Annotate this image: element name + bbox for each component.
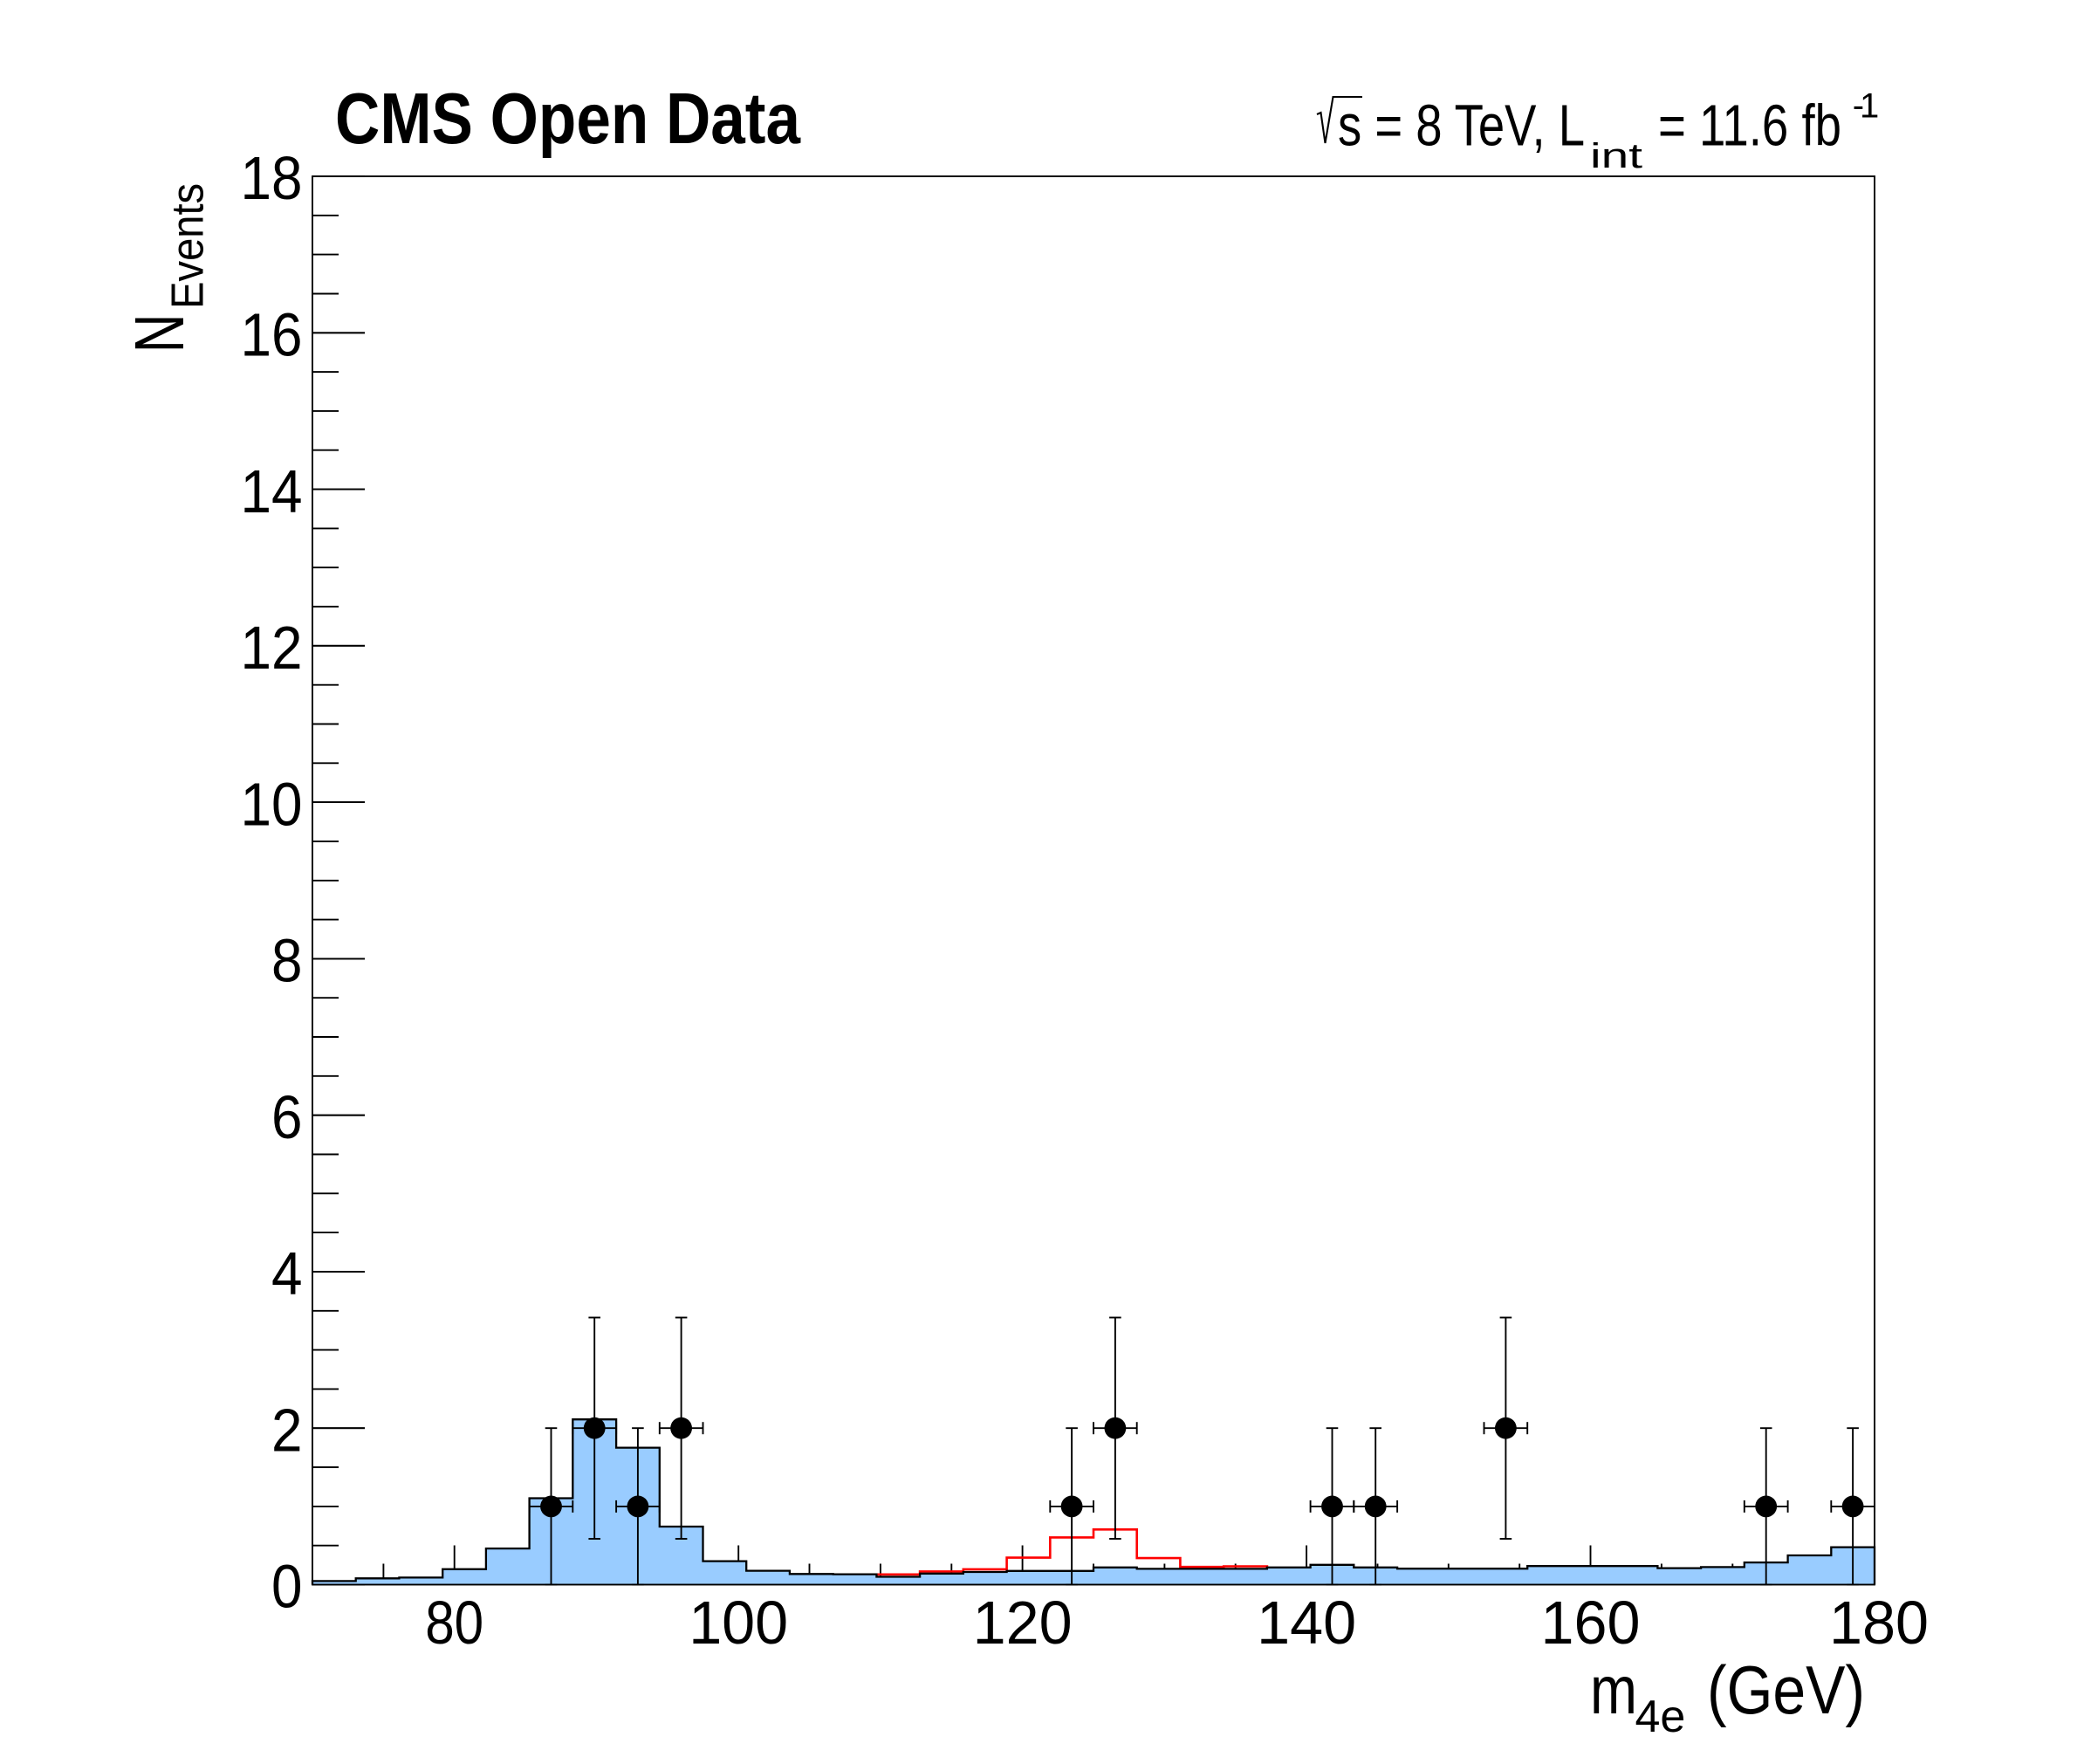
svg-text:6: 6 [271, 1083, 303, 1151]
svg-text:2: 2 [271, 1396, 303, 1464]
svg-text:100: 100 [689, 1589, 788, 1657]
svg-text:CMS Open Data: CMS Open Data [335, 78, 801, 159]
svg-text:14: 14 [241, 457, 303, 525]
svg-text:18: 18 [241, 144, 303, 212]
svg-text:Events: Events [162, 183, 213, 309]
svg-text:120: 120 [973, 1589, 1073, 1657]
svg-text:16: 16 [241, 301, 303, 369]
svg-text:8: 8 [271, 927, 303, 995]
svg-text:0: 0 [271, 1553, 303, 1621]
svg-text:= 11.6 fb: = 11.6 fb [1658, 93, 1841, 159]
svg-text:160: 160 [1541, 1589, 1641, 1657]
svg-text:12: 12 [241, 614, 303, 682]
svg-text:1: 1 [1860, 87, 1879, 126]
svg-text:(GeV): (GeV) [1707, 1651, 1865, 1728]
svg-text:140: 140 [1257, 1589, 1356, 1657]
svg-text:80: 80 [425, 1589, 483, 1657]
svg-text:180: 180 [1829, 1589, 1929, 1657]
svg-text:int: int [1590, 137, 1642, 175]
svg-text:-: - [1853, 86, 1864, 125]
svg-text:4: 4 [271, 1239, 303, 1308]
svg-text:10: 10 [241, 770, 303, 838]
svg-text:4e: 4e [1635, 1692, 1686, 1742]
svg-text:N: N [120, 313, 198, 353]
svg-text:m: m [1590, 1651, 1637, 1728]
svg-text:s = 8 TeV, L: s = 8 TeV, L [1338, 93, 1585, 159]
